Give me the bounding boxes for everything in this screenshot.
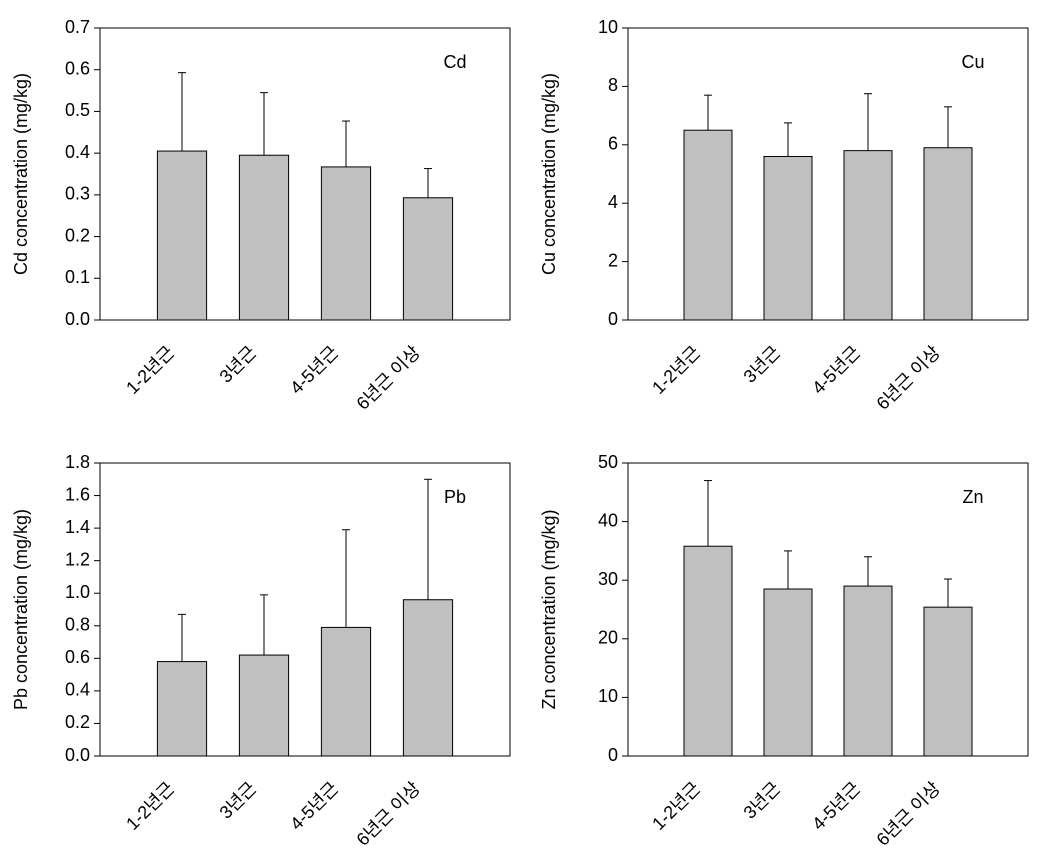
y-tick-label: 0 [608,745,618,765]
annotation: Cd [443,52,466,72]
y-axis-label: Zn concentration (mg/kg) [539,509,559,709]
y-axis-label: Cu concentration (mg/kg) [539,73,559,275]
annotation: Zn [962,487,983,507]
bar [238,654,290,757]
y-tick-label: 0.6 [65,58,90,78]
bar [320,166,372,321]
bar [923,606,973,757]
x-tick-label: 4-5년근 [808,778,864,834]
bar [683,129,733,321]
y-tick-label: 40 [598,510,618,530]
y-tick-label: 0.4 [65,680,90,700]
y-tick-label: 1.0 [65,582,90,602]
y-tick-label: 1.8 [65,452,90,472]
y-tick-label: 0.1 [65,267,90,287]
bar [238,154,290,321]
bar [402,197,454,321]
y-tick-label: 1.6 [65,484,90,504]
annotation: Cu [961,52,984,72]
y-tick-label: 10 [598,686,618,706]
bar [763,155,813,321]
bar [156,661,208,757]
bar [923,147,973,321]
y-tick-label: 20 [598,628,618,648]
x-tick-label: 3년근 [216,778,261,823]
plot-frame [627,27,1029,321]
y-tick-label: 0.7 [65,17,90,37]
y-axis-label: Pb concentration (mg/kg) [11,509,31,710]
x-tick-label: 6년근 이상 [873,342,945,414]
x-tick-label: 1-2년근 [648,778,704,834]
y-tick-label: 0.4 [65,142,90,162]
annotation: Pb [444,487,466,507]
y-tick-label: 4 [608,192,618,212]
y-tick-label: 0.0 [65,745,90,765]
x-tick-label: 4-5년근 [286,778,342,834]
y-tick-label: 0.5 [65,100,90,120]
bar [763,588,813,757]
x-tick-label: 3년근 [740,778,785,823]
x-tick-label: 3년근 [740,342,785,387]
x-tick-label: 1-2년근 [648,342,704,398]
y-tick-label: 0.6 [65,647,90,667]
plot-frame [99,462,511,757]
y-tick-label: 0.0 [65,309,90,329]
bar [402,599,454,757]
plot-frame [627,462,1029,757]
x-tick-label: 4-5년근 [286,342,342,398]
x-tick-label: 6년근 이상 [353,778,425,850]
y-tick-label: 0.2 [65,225,90,245]
y-tick-label: 8 [608,75,618,95]
x-tick-label: 6년근 이상 [873,778,945,850]
y-tick-label: 0.8 [65,615,90,635]
x-tick-label: 1-2년근 [122,342,178,398]
y-axis-label: Cd concentration (mg/kg) [11,73,31,275]
bar [320,626,372,757]
y-tick-label: 1.4 [65,517,90,537]
bar [843,585,893,757]
x-tick-label: 1-2년근 [122,778,178,834]
x-tick-label: 6년근 이상 [353,342,425,414]
y-tick-label: 0 [608,309,618,329]
y-tick-label: 2 [608,250,618,270]
y-tick-label: 30 [598,569,618,589]
x-tick-label: 3년근 [216,342,261,387]
y-tick-label: 0.3 [65,184,90,204]
y-tick-label: 10 [598,17,618,37]
bar [683,545,733,757]
x-tick-label: 4-5년근 [808,342,864,398]
y-tick-label: 50 [598,452,618,472]
y-tick-label: 6 [608,134,618,154]
y-tick-label: 0.2 [65,712,90,732]
plot-frame [99,27,511,321]
y-tick-label: 1.2 [65,549,90,569]
bar [843,150,893,321]
bar [156,150,208,321]
